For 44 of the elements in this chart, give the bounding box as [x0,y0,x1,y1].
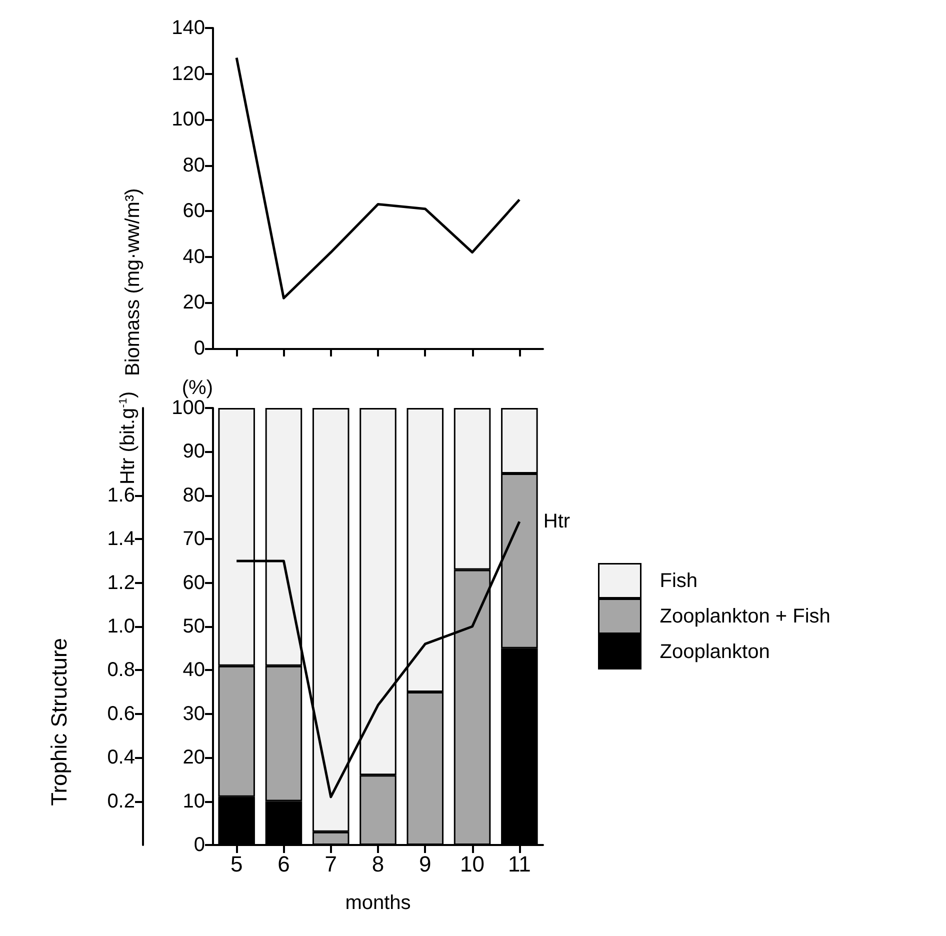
y2-tick-label: 0.4 [107,746,135,769]
y-tick-label: 50 [182,616,205,638]
legend-label: Zooplankton + Fish [660,605,830,628]
x-tick-label: 9 [419,852,432,876]
y-tick-label: 100 [172,108,205,131]
text: Trophic Structure [46,638,72,806]
y2-tick-label: 0.6 [107,702,135,725]
x-tick-label: 11 [508,852,531,876]
y-tick-label: 120 [172,62,205,85]
x-tick-label: 10 [460,852,485,876]
x-tick-label: 6 [278,852,290,876]
y-tick-label: 40 [182,246,205,268]
y-tick-label: 80 [182,484,205,506]
y2-tick-label: 1.6 [107,484,135,506]
y-tick-label: 140 [172,17,205,39]
y-tick-label: 90 [182,440,205,463]
y2-tick-label: 1.0 [107,616,135,638]
y-tick-label: 40 [182,659,205,682]
y-tick-label: 60 [182,572,205,594]
series-label: Htr [543,510,570,533]
y2-tick-label: 1.4 [107,528,135,550]
y-tick-label: 0 [194,834,205,856]
x-tick-label: 5 [230,852,243,876]
y-tick-label: 30 [182,702,205,725]
y-tick-label: 0 [194,337,205,360]
y-tick-label: 10 [182,790,205,812]
y-tick-label: 20 [182,292,205,314]
y-tick-label: 60 [182,200,205,222]
x-tick-label: 8 [372,852,384,876]
x-axis-title: months [345,892,411,914]
y-tick-label: 70 [182,528,205,550]
y2-tick-label: 0.8 [107,659,135,682]
y-tick-label: 20 [182,746,205,769]
y-axis-title: (%) [182,377,213,399]
y2-tick-label: 1.2 [107,572,135,594]
y-tick-label: 100 [172,397,205,419]
line-series [235,56,521,300]
legend-label: Zooplankton [660,640,770,663]
y2-tick-label: 0.2 [107,790,135,812]
y-axis-title: Biomass (mg·ww/m³) [122,188,144,376]
y2-axis-title: Htr (bit.g-1) [117,391,139,484]
y-tick-label: 80 [182,154,205,176]
legend-label: Fish [660,570,698,592]
x-tick-label: 7 [324,852,337,876]
